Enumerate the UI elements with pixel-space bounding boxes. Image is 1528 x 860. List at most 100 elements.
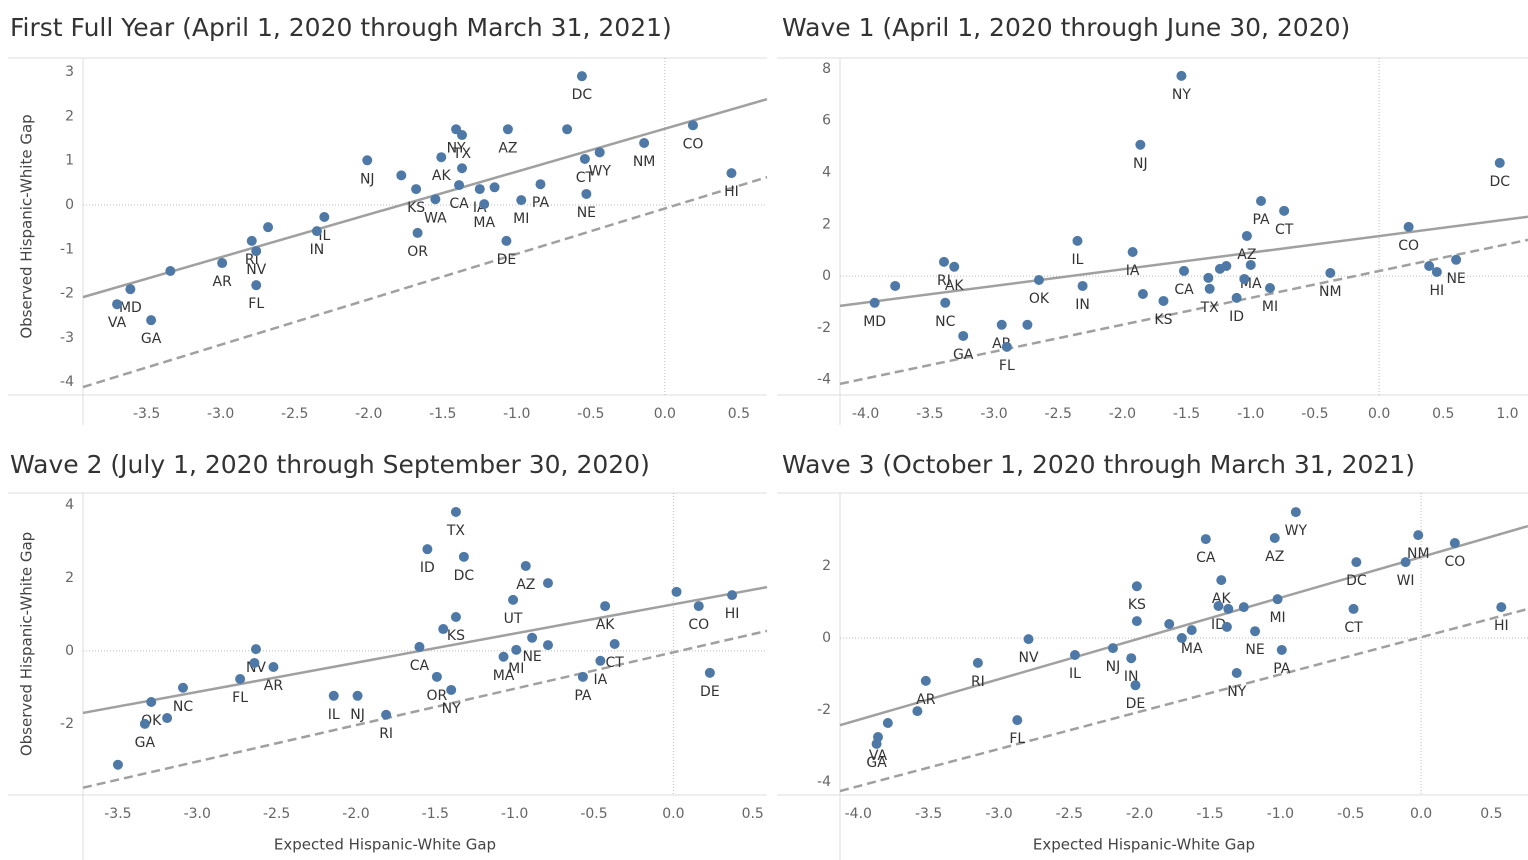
state-point [1176, 70, 1187, 81]
state-point [1403, 221, 1414, 232]
state-label: CA [1196, 550, 1216, 566]
state-label: KS [1128, 597, 1146, 613]
state-point [516, 195, 527, 206]
state-point [1250, 626, 1261, 637]
x-tick-label: 1.0 [1496, 406, 1518, 422]
x-tick-label: -1.0 [501, 806, 528, 822]
state-label: TX [446, 523, 466, 539]
y-tick-label: 8 [822, 61, 831, 77]
state-point [1449, 538, 1460, 549]
y-tick-label: 0 [65, 197, 74, 213]
state-label: FL [248, 296, 264, 312]
state-label: RI [379, 726, 393, 742]
state-label: NY [1227, 684, 1246, 700]
state-label: AK [596, 617, 616, 633]
state-label: PA [574, 688, 592, 704]
state-label: DE [700, 684, 720, 700]
state-label: WI [1397, 573, 1415, 589]
state-point [112, 759, 123, 770]
state-point [112, 299, 123, 310]
state-label: NC [173, 699, 193, 715]
state-point [1265, 283, 1275, 294]
y-tick-label: 3 [65, 64, 74, 80]
state-label: DC [1346, 573, 1367, 589]
state-point [958, 330, 969, 341]
x-tick-label: -1.0 [1267, 806, 1294, 822]
state-point [479, 199, 490, 210]
state-point [508, 594, 519, 605]
state-point [498, 651, 509, 662]
chart-title: First Full Year (April 1, 2020 through M… [10, 13, 672, 42]
state-label: IL [1069, 666, 1081, 682]
state-label: CT [1275, 222, 1294, 238]
state-point [1176, 633, 1187, 644]
state-point [542, 640, 553, 651]
state-point [1451, 254, 1462, 265]
state-label: CO [1398, 238, 1419, 254]
state-label: CT [605, 655, 624, 671]
x-tick-label: -2.5 [1045, 406, 1072, 422]
state-point [639, 138, 650, 149]
state-point [1245, 259, 1256, 270]
state-point [1424, 261, 1435, 272]
state-label: RI [971, 674, 985, 690]
x-tick-label: -0.5 [1301, 406, 1328, 422]
state-label: NE [1245, 642, 1264, 658]
x-tick-label: -3.0 [980, 406, 1007, 422]
state-label: MA [1181, 641, 1203, 657]
state-label: MI [1269, 610, 1285, 626]
x-tick-label: -0.5 [580, 806, 607, 822]
state-label: MI [508, 661, 524, 677]
state-label: VA [869, 748, 888, 764]
x-tick-label: -1.0 [503, 406, 530, 422]
y-tick-label: -4 [60, 374, 74, 390]
state-label: PA [1273, 661, 1291, 677]
x-tick-label: -0.5 [577, 406, 604, 422]
state-point [251, 246, 262, 257]
state-point [726, 168, 737, 179]
x-tick-label: 0.0 [1368, 406, 1390, 422]
state-point [600, 601, 611, 612]
state-point [250, 644, 261, 655]
state-label: KS [447, 628, 465, 644]
state-point [1241, 230, 1252, 241]
state-point [1200, 534, 1211, 545]
state-label: PA [1252, 212, 1270, 228]
fit-line [839, 607, 1528, 793]
x-tick-label: -3.0 [207, 406, 234, 422]
state-label: GA [141, 331, 162, 347]
state-label: CO [688, 617, 709, 633]
state-label: GA [866, 755, 887, 771]
state-point [882, 718, 893, 729]
y-tick-label: -2 [817, 320, 831, 336]
state-point [890, 280, 901, 291]
state-point [535, 179, 546, 190]
state-point [1279, 205, 1290, 216]
x-tick-label: -1.5 [1173, 406, 1200, 422]
x-tick-label: -1.0 [1237, 406, 1264, 422]
state-point [1269, 532, 1280, 543]
state-point [972, 657, 983, 668]
state-label: CA [449, 196, 469, 212]
state-point [1072, 235, 1083, 246]
state-label: IN [1075, 297, 1090, 313]
state-point [562, 124, 573, 135]
x-tick-label: -3.5 [915, 806, 942, 822]
y-tick-label: -1 [60, 241, 74, 257]
state-point [422, 544, 433, 555]
state-label: HI [1430, 283, 1445, 299]
state-point [1179, 265, 1189, 276]
y-tick-label: 2 [822, 216, 831, 232]
state-label: HI [725, 606, 740, 622]
state-point [1137, 288, 1148, 299]
state-point [1022, 319, 1033, 330]
state-point [319, 211, 330, 222]
state-label: IA [594, 672, 608, 688]
state-point [704, 667, 715, 678]
y-tick-label: 0 [822, 268, 831, 284]
state-label: NM [1319, 284, 1342, 300]
state-point [381, 709, 392, 720]
fit-line [82, 97, 768, 299]
state-label: NV [246, 262, 266, 278]
x-axis-title: Expected Hispanic-White Gap [1033, 836, 1255, 854]
